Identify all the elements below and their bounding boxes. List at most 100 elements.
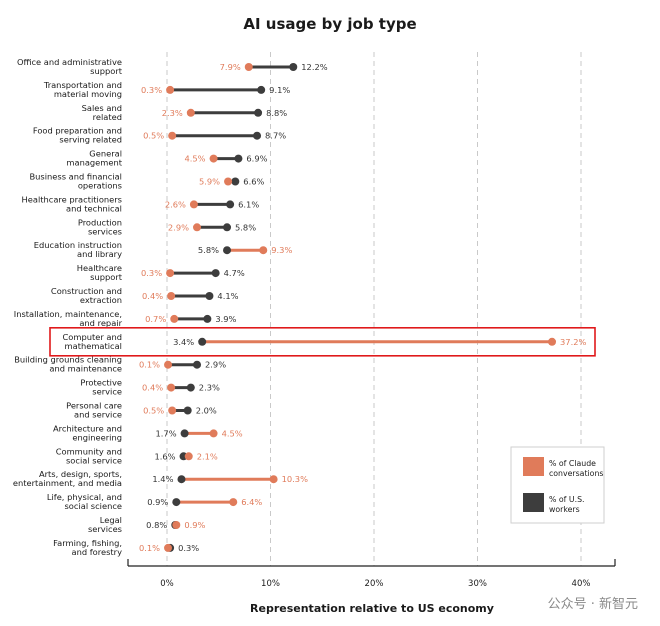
claude-value-label: 2.1% [197, 451, 218, 461]
claude-value-label: 0.3% [141, 85, 162, 95]
claude-dot [166, 85, 175, 94]
claude-value-label: 0.3% [141, 268, 162, 278]
category-label: mathematical [65, 341, 122, 351]
category-label: and repair [79, 318, 122, 328]
category-label: Building grounds cleaning [14, 355, 122, 365]
category-label: Arts, design, sports, [39, 469, 122, 479]
claude-dot [166, 269, 175, 278]
us-value-label: 5.8% [235, 222, 256, 232]
us-value-label: 4.1% [217, 291, 238, 301]
x-axis: 0% 10% 20% 30% 40% [127, 559, 616, 589]
chart-title: AI usage by job type [243, 15, 416, 33]
dumbbell-row: Arts, design, sports,entertainment, and … [13, 469, 308, 488]
category-label: Farming, fishing, [53, 538, 122, 548]
us-workers-dot [289, 63, 298, 71]
claude-dot [164, 543, 173, 552]
us-workers-dot [186, 383, 195, 392]
us-workers-dot [223, 223, 232, 232]
x-tick-label: 30% [468, 579, 487, 589]
us-value-label: 1.4% [152, 474, 173, 484]
claude-dot [259, 246, 268, 255]
us-value-label: 3.9% [215, 314, 236, 324]
category-label: and library [77, 249, 122, 259]
category-label: Production [78, 217, 122, 227]
us-value-label: 6.9% [246, 154, 267, 164]
x-tick-label: 20% [365, 579, 384, 589]
legend-us-swatch [523, 493, 544, 512]
x-axis-label: Representation relative to US economy [250, 602, 494, 615]
category-label: Legal [100, 515, 122, 525]
category-label: extraction [80, 295, 122, 305]
claude-value-label: 4.5% [222, 428, 243, 438]
claude-value-label: 0.4% [142, 383, 163, 393]
us-value-label: 9.1% [269, 85, 290, 95]
us-workers-dot [172, 498, 181, 507]
category-label: Healthcare [77, 263, 122, 273]
x-tick-label: 40% [572, 579, 591, 589]
claude-dot [244, 63, 253, 71]
us-workers-dot [180, 429, 189, 438]
legend-us-label: workers [549, 505, 580, 514]
category-label: Life, physical, and [47, 492, 122, 502]
claude-value-label: 0.1% [139, 360, 160, 370]
claude-dot [193, 223, 202, 232]
legend-us-label: % of U.S. [549, 495, 585, 504]
us-value-label: 6.6% [243, 177, 264, 187]
claude-value-label: 10.3% [282, 474, 308, 484]
claude-dot [172, 521, 181, 529]
highlight-box [49, 326, 596, 357]
category-label: Protective [80, 378, 122, 388]
claude-value-label: 2.3% [162, 108, 183, 118]
category-label: and service [74, 410, 122, 420]
x-tick-label: 10% [261, 579, 280, 589]
category-label: operations [78, 181, 122, 191]
category-label: Business and financial [29, 172, 122, 182]
category-label: material moving [54, 89, 122, 99]
claude-value-label: 2.9% [168, 222, 189, 232]
claude-dot [224, 177, 233, 186]
us-value-label: 0.8% [146, 520, 167, 530]
legend-claude-swatch [523, 457, 544, 476]
us-value-label: 2.3% [199, 383, 220, 393]
grid-layer [166, 52, 582, 566]
category-label: Personal care [66, 401, 122, 411]
category-label: engineering [72, 432, 122, 442]
category-label: services [88, 524, 122, 534]
us-value-label: 2.9% [205, 360, 226, 370]
us-workers-dot [234, 154, 243, 163]
claude-dot [189, 200, 198, 209]
claude-dot [170, 314, 179, 323]
us-value-label: 3.4% [173, 337, 194, 347]
claude-value-label: 4.5% [184, 154, 205, 164]
us-workers-dot [193, 360, 202, 369]
category-label: and technical [66, 203, 122, 213]
category-label: Education instruction [34, 240, 122, 250]
us-value-label: 1.7% [156, 428, 177, 438]
category-label: services [88, 226, 122, 236]
category-label: General [89, 149, 122, 159]
claude-dot [168, 131, 177, 140]
category-label: Installation, maintenance, [14, 309, 122, 319]
category-label: and maintenance [49, 364, 122, 374]
us-value-label: 6.1% [238, 199, 259, 209]
watermark: 公众号 · 新智元 [547, 597, 638, 612]
us-value-label: 2.0% [196, 406, 217, 416]
us-value-label: 0.9% [147, 497, 168, 507]
category-label: Food preparation and [33, 126, 122, 136]
us-workers-dot [226, 200, 235, 209]
claude-value-label: 7.9% [220, 62, 241, 72]
category-label: Architecture and [53, 423, 122, 433]
dumbbell-row: Installation, maintenance,and repair 0.7%… [14, 309, 237, 328]
us-workers-dot [231, 177, 240, 186]
claude-dot [229, 498, 238, 507]
